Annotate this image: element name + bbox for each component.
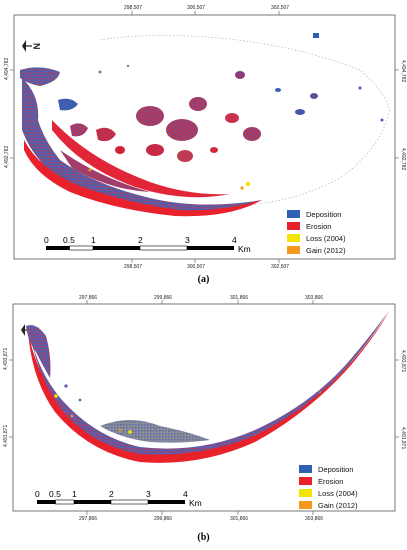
map-a-scale-unit: Km <box>238 244 251 254</box>
map-b-top-coord-1: 297,866 <box>79 295 97 301</box>
caption-b-text: (b) <box>197 532 210 543</box>
map-a-svg: 298,507 300,507 302,507 298,507 300,507 … <box>4 5 406 270</box>
map-b-scale-label-0: 0 <box>35 489 40 499</box>
map-b-scale-bar: 0 0.5 1 2 3 4 Km <box>35 489 202 508</box>
caption-b: (b) <box>0 532 407 543</box>
map-a-scale-label-2: 2 <box>138 235 143 245</box>
map-a-lagoon-features <box>20 33 391 217</box>
map-b-left-coord-1: 4,493,871 <box>3 348 9 370</box>
legend-a-label-deposition: Deposition <box>306 210 341 219</box>
map-panel-a: 298,507 300,507 302,507 298,507 300,507 … <box>4 5 406 270</box>
map-b-top-coord-4: 303,866 <box>305 295 323 301</box>
caption-a-text: (a) <box>197 274 210 285</box>
map-b-scale-label-4: 4 <box>183 489 188 499</box>
map-a-top-coord-2: 300,507 <box>187 5 205 11</box>
map-b-right-coord-1: 4,493,871 <box>400 350 406 372</box>
map-b-bottom-coord-3: 301,866 <box>230 516 248 522</box>
map-b-left-coord-2: 4,491,871 <box>3 425 9 447</box>
map-a-bottom-coord-1: 298,507 <box>124 264 142 270</box>
legend-b-label-deposition: Deposition <box>318 465 353 474</box>
map-a-scale-label-3: 3 <box>185 235 190 245</box>
map-a-right-coord-1: 4,494,782 <box>400 60 406 82</box>
map-b-scale-unit: Km <box>189 498 202 508</box>
map-b-top-coord-3: 301,866 <box>230 295 248 301</box>
map-b-frame <box>12 303 396 512</box>
legend-b-label-erosion: Erosion <box>318 477 343 486</box>
map-b-bottom-coord-1: 297,866 <box>79 516 97 522</box>
map-a-north-arrow-icon: N <box>22 40 42 52</box>
legend-b-label-loss: Loss (2004) <box>318 489 358 498</box>
map-a-north-label: N <box>32 43 42 50</box>
map-a-left-coord-1: 4,494,782 <box>4 58 10 80</box>
map-a-ticks <box>10 11 399 263</box>
legend-b-swatch-deposition <box>299 465 312 473</box>
map-b-scale-label-1: 1 <box>72 489 77 499</box>
map-a-top-coord-1: 298,507 <box>124 5 142 11</box>
caption-a: (a) <box>0 274 407 285</box>
legend-a-label-gain: Gain (2012) <box>306 246 346 255</box>
map-panel-b: 297,866 299,866 301,866 303,866 297,866 … <box>0 292 407 550</box>
map-b-spit-features <box>26 310 390 463</box>
legend-b-swatch-gain <box>299 501 312 509</box>
legend-a-swatch-gain <box>287 246 300 254</box>
map-a-bottom-coord-2: 300,507 <box>187 264 205 270</box>
map-b-top-coord-2: 299,866 <box>154 295 172 301</box>
map-b-legend: Deposition Erosion Loss (2004) Gain (201… <box>299 465 358 510</box>
map-b-scale-label-3: 3 <box>146 489 151 499</box>
map-a-scale-label-0: 0 <box>44 235 49 245</box>
map-b-bottom-coord-4: 303,866 <box>305 516 323 522</box>
map-a-frame <box>13 14 396 260</box>
legend-b-label-gain: Gain (2012) <box>318 501 358 510</box>
legend-a-label-erosion: Erosion <box>306 222 331 231</box>
map-a-scale-bar: 0 0.5 1 2 3 4 Km <box>44 235 251 254</box>
map-a-scale-label-0-5: 0.5 <box>63 235 75 245</box>
map-b-scale-label-0-5: 0.5 <box>49 489 61 499</box>
map-a-left-coord-2: 4,492,782 <box>4 146 10 168</box>
legend-a-swatch-erosion <box>287 222 300 230</box>
map-a-legend: Deposition Erosion Loss (2004) Gain (201… <box>287 210 346 255</box>
map-a-scale-label-1: 1 <box>91 235 96 245</box>
map-a-bottom-coord-3: 302,507 <box>271 264 289 270</box>
map-b-svg: 297,866 299,866 301,866 303,866 297,866 … <box>3 295 406 522</box>
map-b-bottom-coord-2: 299,866 <box>154 516 172 522</box>
legend-b-swatch-erosion <box>299 477 312 485</box>
map-a-top-coord-3: 302,507 <box>271 5 289 11</box>
map-b-ticks <box>9 300 399 515</box>
legend-a-swatch-loss <box>287 234 300 242</box>
map-b-scale-label-2: 2 <box>109 489 114 499</box>
map-b-right-coord-2: 4,491,871 <box>400 427 406 449</box>
legend-a-label-loss: Loss (2004) <box>306 234 346 243</box>
map-a-scale-label-4: 4 <box>232 235 237 245</box>
map-a-right-coord-2: 4,492,782 <box>400 148 406 170</box>
legend-a-swatch-deposition <box>287 210 300 218</box>
legend-b-swatch-loss <box>299 489 312 497</box>
